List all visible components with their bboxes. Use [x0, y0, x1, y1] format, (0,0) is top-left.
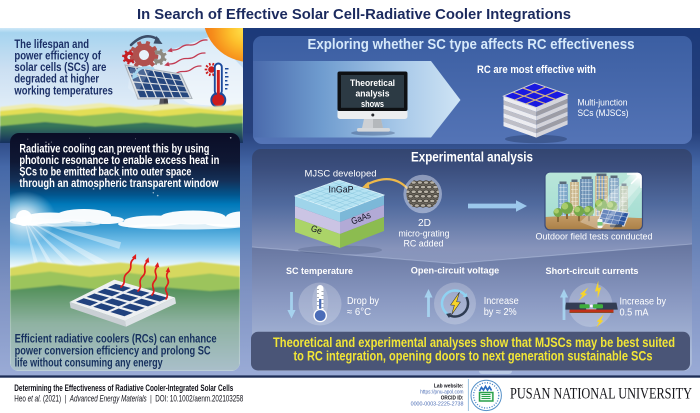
- svg-text:power efficiency of: power efficiency of: [14, 49, 101, 63]
- svg-text:Multi-junction: Multi-junction: [578, 97, 628, 107]
- svg-text:ORCID ID:: ORCID ID:: [441, 395, 464, 401]
- svg-text:Outdoor field tests conducted: Outdoor field tests conducted: [536, 232, 653, 242]
- svg-text:Theoretical: Theoretical: [350, 78, 395, 88]
- svg-text:In Search of Effective Solar C: In Search of Effective Solar Cell-Radiat…: [137, 7, 571, 23]
- svg-text:0000-0003-2225-2738: 0000-0003-2225-2738: [411, 402, 464, 408]
- svg-text:power conversion efficiency an: power conversion efficiency and prolong …: [15, 343, 211, 357]
- svg-text:0.5 mA: 0.5 mA: [620, 307, 649, 318]
- svg-text:RC are most effective with: RC are most effective with: [477, 64, 596, 76]
- svg-text:Theoretical and experimental a: Theoretical and experimental analyses sh…: [273, 335, 675, 350]
- svg-text:Determining the Effectiveness: Determining the Effectiveness of Radiati…: [14, 383, 233, 393]
- svg-text:The lifespan and: The lifespan and: [14, 37, 89, 51]
- svg-text:RC added: RC added: [404, 239, 444, 250]
- svg-text:micro-grating: micro-grating: [399, 228, 450, 239]
- svg-text:by ≈ 2%: by ≈ 2%: [484, 307, 517, 318]
- svg-text:SC temperature: SC temperature: [286, 266, 353, 276]
- svg-text:MJSC developed: MJSC developed: [305, 169, 377, 179]
- svg-text:Short-circuit currents: Short-circuit currents: [546, 266, 639, 276]
- svg-text:Ge: Ge: [310, 223, 324, 236]
- svg-text:SCs to be emitted back into ou: SCs to be emitted back into outer space: [19, 165, 191, 179]
- svg-text:InGaP: InGaP: [329, 185, 354, 195]
- svg-text:Open-circuit voltage: Open-circuit voltage: [411, 266, 500, 276]
- svg-text:SCs (MJSCs): SCs (MJSCs): [578, 108, 629, 118]
- svg-text:Lab website:: Lab website:: [434, 384, 464, 390]
- svg-text:Drop by: Drop by: [347, 296, 379, 307]
- svg-text:through an atmospheric transpa: through an atmospheric transparent windo…: [19, 176, 218, 190]
- svg-text:photonic resonance to enable e: photonic resonance to enable excess heat…: [19, 153, 219, 167]
- svg-text:shows: shows: [361, 99, 384, 109]
- svg-text:Increase by: Increase by: [620, 296, 667, 307]
- svg-text:analysis: analysis: [356, 89, 390, 99]
- svg-text:Efficient radiative coolers (R: Efficient radiative coolers (RCs) can en…: [15, 331, 217, 345]
- svg-text:Increase: Increase: [484, 296, 519, 307]
- svg-text:solar cells (SCs) are: solar cells (SCs) are: [14, 60, 106, 74]
- svg-text:to RC integration, opening doo: to RC integration, opening doors to next…: [294, 349, 653, 364]
- svg-text:Heo et al. (2021) | Advanced: Heo et al. (2021) | Advanced Energy Mate…: [14, 393, 243, 403]
- svg-text:life without consuming any ene: life without consuming any energy: [15, 355, 163, 369]
- svg-text:https://pnu-apol.com: https://pnu-apol.com: [420, 389, 463, 395]
- svg-text:degraded at higher: degraded at higher: [14, 72, 99, 86]
- svg-text:Radiative cooling can prevent: Radiative cooling can prevent this by us…: [19, 141, 209, 155]
- svg-text:Exploring whether SC type affe: Exploring whether SC type affects RC eff…: [308, 37, 635, 53]
- svg-text:≈ 6°C: ≈ 6°C: [347, 307, 371, 318]
- svg-text:Experimental analysis: Experimental analysis: [411, 150, 533, 165]
- svg-text:PUSAN NATIONAL UNIVERSITY: PUSAN NATIONAL UNIVERSITY: [510, 385, 692, 403]
- svg-text:2D: 2D: [418, 218, 431, 229]
- svg-text:working temperatures: working temperatures: [14, 83, 113, 97]
